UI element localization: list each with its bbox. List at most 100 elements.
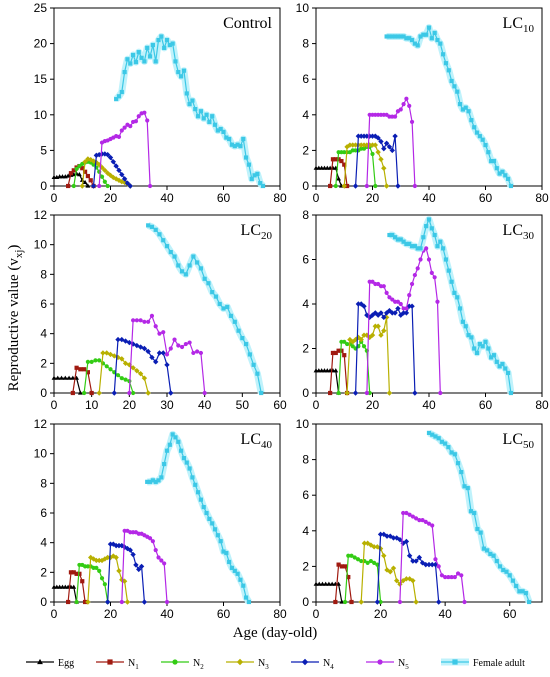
data-point <box>336 562 341 567</box>
data-point <box>249 176 254 181</box>
data-point <box>232 144 237 149</box>
data-point <box>375 135 381 141</box>
data-point <box>176 343 181 348</box>
data-point <box>392 310 398 316</box>
data-point <box>342 599 348 605</box>
data-point <box>387 232 392 238</box>
y-tick-label: 5 <box>40 143 47 157</box>
data-point <box>410 514 415 519</box>
data-point <box>333 183 338 189</box>
data-point <box>415 43 420 48</box>
data-point <box>113 554 119 561</box>
series-fa <box>145 430 252 605</box>
data-point <box>330 157 336 162</box>
data-point <box>417 518 422 523</box>
data-point <box>370 151 375 157</box>
data-point <box>342 353 347 358</box>
data-point <box>381 145 387 152</box>
data-point <box>179 269 185 274</box>
legend-marker <box>301 658 309 666</box>
data-point <box>429 226 434 231</box>
data-point <box>68 171 74 176</box>
data-point <box>97 568 102 573</box>
data-point <box>443 441 448 446</box>
data-point <box>82 159 88 165</box>
data-point <box>173 59 178 64</box>
data-point <box>398 301 403 307</box>
data-point <box>403 310 410 316</box>
data-point <box>410 577 416 584</box>
data-point <box>446 574 451 580</box>
data-point <box>131 52 136 58</box>
data-point <box>452 452 457 457</box>
data-point <box>369 142 376 148</box>
data-point <box>465 485 470 491</box>
data-point <box>409 37 415 43</box>
data-point <box>70 375 76 380</box>
data-point <box>352 142 359 148</box>
data-point <box>497 364 502 369</box>
data-point <box>436 436 441 441</box>
y-tick-label: 10 <box>34 108 48 122</box>
data-point <box>96 557 102 564</box>
data-point <box>121 544 128 550</box>
series-n4 <box>352 133 401 189</box>
data-point <box>398 237 403 242</box>
data-point <box>82 599 88 605</box>
data-point <box>349 599 354 605</box>
data-point <box>71 570 76 575</box>
data-point <box>409 281 415 287</box>
data-point <box>150 478 155 483</box>
x-tick-label: 10 <box>85 398 99 412</box>
series-egg <box>313 581 345 604</box>
data-point <box>198 350 203 356</box>
data-point <box>260 183 266 189</box>
data-point <box>111 390 117 396</box>
y-tick-label: 0 <box>40 386 47 400</box>
data-point <box>156 478 161 483</box>
data-point <box>134 318 139 323</box>
x-tick-label: 60 <box>503 607 517 621</box>
data-point <box>104 151 111 158</box>
series-fa <box>113 33 266 189</box>
x-tick-label: 20 <box>123 398 137 412</box>
data-point <box>115 373 121 378</box>
data-point <box>149 313 155 318</box>
x-tick-label: 40 <box>160 191 174 205</box>
data-point <box>452 574 457 580</box>
y-tick-label: 8 <box>302 208 309 222</box>
data-point <box>145 45 150 50</box>
data-point <box>407 241 412 247</box>
y-tick-label: 4 <box>302 297 309 311</box>
data-point <box>142 59 147 64</box>
data-point <box>508 183 514 189</box>
data-point <box>520 589 525 594</box>
data-point <box>369 332 376 338</box>
y-tick-label: 10 <box>296 417 310 431</box>
y-tick-label: 8 <box>302 453 309 467</box>
data-point <box>183 272 188 277</box>
data-point <box>224 135 229 140</box>
data-point <box>377 531 384 538</box>
data-point <box>435 244 440 249</box>
data-point <box>122 69 127 75</box>
data-point <box>79 183 85 189</box>
data-point <box>316 581 322 586</box>
data-point <box>347 142 353 148</box>
data-point <box>190 98 195 103</box>
data-point <box>244 595 249 600</box>
series-egg <box>51 584 79 604</box>
data-point <box>134 342 140 349</box>
data-point <box>162 45 167 50</box>
data-point <box>349 553 354 558</box>
data-point <box>85 599 91 605</box>
data-point <box>110 174 117 181</box>
data-point <box>361 344 367 349</box>
data-point <box>190 475 195 480</box>
data-point <box>404 510 409 516</box>
series-glow <box>146 430 252 604</box>
data-point <box>463 105 468 110</box>
data-point <box>333 157 338 162</box>
data-point <box>506 176 511 181</box>
data-point <box>412 272 417 278</box>
